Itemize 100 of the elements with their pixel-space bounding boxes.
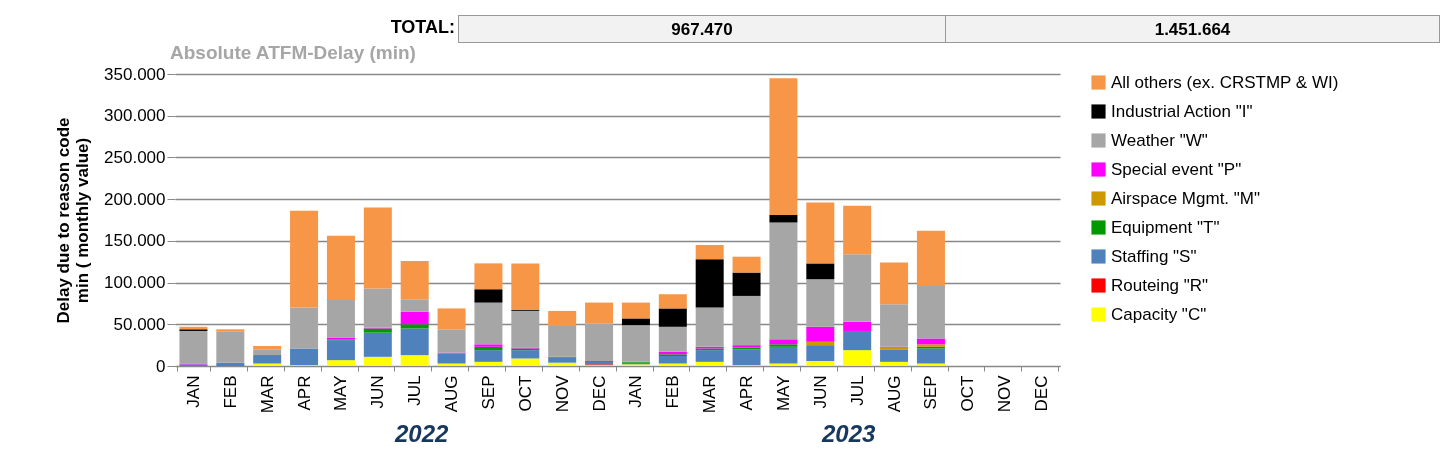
text: 967.470 xyxy=(458,15,946,43)
bar xyxy=(326,300,355,338)
x-tick-label: AUG xyxy=(442,375,462,413)
x-tick-label: JUL xyxy=(405,375,425,406)
bar xyxy=(511,310,540,348)
bar xyxy=(326,340,355,361)
bar xyxy=(363,288,392,328)
bar xyxy=(658,326,687,352)
bar xyxy=(916,230,945,286)
bar xyxy=(916,338,945,345)
bar xyxy=(916,363,945,366)
bar xyxy=(474,302,503,345)
bar xyxy=(179,330,208,364)
bar xyxy=(880,304,909,347)
bar xyxy=(253,355,282,364)
bar xyxy=(511,350,540,359)
bar xyxy=(806,360,835,366)
bar xyxy=(880,361,909,366)
bar xyxy=(363,328,392,333)
bar xyxy=(400,328,429,356)
bar xyxy=(253,345,282,350)
bar xyxy=(769,363,798,366)
legend-label: Capacity "C" xyxy=(1111,304,1207,324)
x-tick-label: AUG xyxy=(884,375,904,413)
text: TOTAL: xyxy=(390,17,455,38)
bar xyxy=(806,345,835,361)
legend-label: Weather "W" xyxy=(1111,130,1208,150)
bar xyxy=(695,245,724,260)
bar xyxy=(400,324,429,329)
bar xyxy=(363,207,392,289)
x-tick-label: JUN xyxy=(810,375,830,409)
bar xyxy=(806,263,835,280)
x-tick-label: MAY xyxy=(773,375,793,412)
bar xyxy=(806,341,835,346)
y-axis-title: Delay due to reason code min ( monthly value) xyxy=(54,117,93,324)
bar xyxy=(216,362,245,366)
bar xyxy=(621,325,650,362)
bar xyxy=(511,263,540,311)
bar xyxy=(843,321,872,331)
bar xyxy=(363,332,392,357)
bar xyxy=(880,262,909,305)
x-tick-label: JUN xyxy=(368,375,388,409)
bar xyxy=(585,323,614,361)
y-tick-label: 150.000 xyxy=(104,231,166,251)
bar xyxy=(400,355,429,366)
bar xyxy=(290,307,319,349)
x-tick-label: DEC xyxy=(1032,375,1052,412)
x-tick-label: JAN xyxy=(183,375,203,408)
x-tick-label: JAN xyxy=(626,375,646,408)
bar xyxy=(326,360,355,366)
bar xyxy=(695,307,724,347)
bar xyxy=(732,349,761,366)
bar xyxy=(585,302,614,324)
bar xyxy=(511,358,540,366)
x-tick-label: DEC xyxy=(589,375,609,412)
y-tick-label: 350.000 xyxy=(104,64,166,84)
y-tick-label: 50.000 xyxy=(113,314,166,334)
bar xyxy=(843,205,872,255)
bar xyxy=(658,294,687,309)
bar xyxy=(916,348,945,364)
bar xyxy=(548,362,577,366)
bar xyxy=(437,329,466,353)
bar xyxy=(658,363,687,366)
x-tick-label: OCT xyxy=(515,375,535,412)
y-tick-label: 200.000 xyxy=(104,189,166,209)
bar xyxy=(326,235,355,301)
x-tick-label: OCT xyxy=(958,375,978,412)
x-tick-label: SEP xyxy=(478,375,498,410)
bar xyxy=(474,346,503,351)
y-tick-label: 0 xyxy=(156,356,166,376)
bar xyxy=(474,289,503,303)
bar xyxy=(290,210,319,308)
x-tick-label: NOV xyxy=(552,374,572,413)
bar xyxy=(621,302,650,319)
y-tick-label: 100.000 xyxy=(104,273,166,293)
x-tick-label: JUL xyxy=(847,375,867,406)
text: 2023 xyxy=(822,420,876,448)
bar xyxy=(363,356,392,366)
chart-title: Absolute ATFM-Delay (min) xyxy=(170,42,416,63)
bar xyxy=(658,308,687,327)
bar xyxy=(695,361,724,366)
legend-label: Industrial Action "I" xyxy=(1111,101,1253,121)
bar xyxy=(474,263,503,290)
y-tick-label: 300.000 xyxy=(104,106,166,126)
legend-label: Equipment "T" xyxy=(1111,217,1220,237)
text: 1.451.664 xyxy=(945,15,1440,43)
x-tick-label: APR xyxy=(737,375,757,411)
bar xyxy=(621,318,650,326)
bar xyxy=(548,310,577,326)
bar xyxy=(769,214,798,223)
bar xyxy=(916,285,945,339)
bar xyxy=(437,308,466,330)
bar xyxy=(732,272,761,296)
bar xyxy=(658,355,687,364)
bar xyxy=(290,348,319,366)
bar xyxy=(769,78,798,215)
bar xyxy=(216,329,245,332)
bar xyxy=(806,279,835,327)
x-tick-label: MAY xyxy=(331,375,351,412)
bar xyxy=(437,353,466,364)
